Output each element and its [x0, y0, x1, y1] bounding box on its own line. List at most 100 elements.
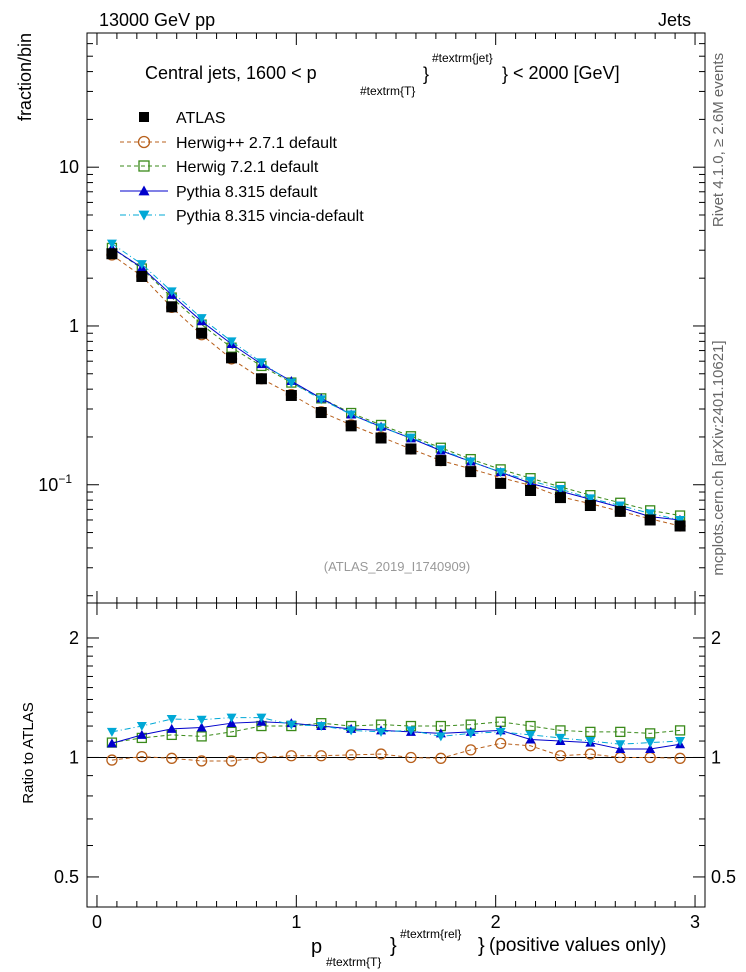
- main-point: [166, 287, 177, 297]
- mcplots-label: mcplots.cern.ch [arXiv:2401.10621]: [710, 340, 727, 575]
- ratio-point: [674, 725, 686, 736]
- legend-marker: [138, 185, 150, 196]
- ratio-series-2: [106, 716, 686, 754]
- main-axis-ticks: 10 1 10−1: [38, 32, 705, 603]
- main-point: [585, 494, 596, 504]
- ratio-series-1: [106, 716, 686, 748]
- main-point: [674, 520, 686, 532]
- ratio-point: [525, 730, 536, 740]
- main-point: [376, 423, 387, 433]
- main-point: [345, 420, 357, 432]
- main-point: [614, 505, 626, 517]
- main-point: [166, 301, 178, 313]
- main-point: [346, 410, 357, 420]
- ratio-point: [106, 738, 117, 748]
- legend-entry-pythia-default: Pythia 8.315 default: [120, 184, 318, 201]
- main-point: [226, 352, 238, 364]
- ratio-point: [495, 727, 506, 737]
- main-y-tick-label: 1: [69, 316, 79, 336]
- ratio-point: [674, 752, 686, 764]
- main-point: [644, 514, 656, 526]
- ratio-y-tick-label: 1: [69, 747, 79, 767]
- main-point: [465, 457, 476, 467]
- x-axis-label: p #textrm{T} } #textrm{rel} } (positive …: [311, 927, 666, 969]
- ratio-y-tick-label: 2: [69, 628, 79, 648]
- ratio-plot-frame: [86, 602, 706, 908]
- main-point: [196, 327, 208, 339]
- main-series-2: [106, 242, 686, 521]
- ratio-point: [375, 748, 387, 760]
- svg-text:Central jets, 1600 < p: Central jets, 1600 < p: [145, 63, 317, 83]
- ratio-point: [554, 750, 567, 762]
- legend-entry-atlas: ATLAS: [139, 110, 226, 127]
- ratio-point: [315, 750, 327, 762]
- ratio-point: [525, 720, 536, 732]
- main-point: [495, 468, 506, 478]
- main-point: [465, 466, 477, 478]
- ratio-point: [106, 754, 118, 766]
- main-point: [405, 433, 416, 443]
- main-series-4: [106, 239, 686, 525]
- ratio-point: [256, 713, 267, 723]
- ratio-point: [345, 749, 357, 761]
- ratio-point: [615, 726, 626, 738]
- ratio-point: [376, 727, 387, 737]
- ratio-point: [645, 728, 656, 739]
- ratio-point: [465, 729, 476, 739]
- x-tick-label: 0: [92, 912, 102, 932]
- legend-entry-herwigpp: Herwig++ 2.7.1 default: [120, 135, 338, 152]
- svg-text:#textrm{T}: #textrm{T}: [326, 955, 381, 969]
- ratio-series-line: [111, 717, 681, 745]
- ratio-point: [136, 729, 147, 739]
- main-series-0: [106, 248, 686, 532]
- main-point: [256, 358, 267, 368]
- main-point: [675, 515, 686, 525]
- ratio-point: [645, 744, 656, 754]
- legend-marker: [138, 160, 150, 172]
- legend-entry-herwig7: Herwig 7.2.1 default: [120, 159, 319, 176]
- main-point: [226, 337, 237, 347]
- main-point: [106, 248, 118, 260]
- main-point: [285, 389, 297, 401]
- main-point: [315, 407, 327, 419]
- ratio-point: [405, 726, 416, 736]
- main-point: [316, 395, 327, 405]
- main-y-tick-label: 10: [59, 157, 79, 177]
- svg-text:Herwig++ 2.7.1 default: Herwig++ 2.7.1 default: [176, 135, 338, 152]
- svg-text:}: }: [423, 64, 429, 84]
- ratio-point: [316, 722, 327, 732]
- svg-text:}: }: [390, 935, 397, 957]
- legend-marker: [138, 210, 150, 221]
- main-point: [435, 455, 447, 467]
- main-point: [136, 260, 147, 270]
- rivet-label: Rivet 4.1.0, ≥ 2.6M events: [710, 53, 727, 227]
- svg-text:(positive values only): (positive values only): [489, 935, 666, 956]
- ratio-point: [495, 737, 507, 750]
- ratio-point: [584, 748, 597, 760]
- ratio-point: [106, 727, 117, 737]
- main-point: [405, 443, 417, 455]
- ratio-point: [166, 714, 177, 724]
- x-tick-label: 3: [690, 912, 700, 932]
- ratio-series-3: [106, 713, 686, 750]
- ratio-point: [196, 731, 207, 742]
- main-point: [525, 476, 536, 486]
- ratio-point: [225, 755, 238, 767]
- x-tick-label: 1: [291, 912, 301, 932]
- ratio-point: [675, 737, 686, 747]
- ratio-point: [286, 720, 297, 730]
- ratio-y-tick-label: 0.5: [54, 867, 79, 887]
- x-tick-label: 2: [491, 912, 501, 932]
- ratio-point: [166, 723, 177, 733]
- ratio-axis-ticks: 2 2 1 1 0.5 0.5 0 1 2 3: [54, 603, 736, 932]
- ratio-point: [405, 751, 417, 764]
- analysis-watermark: (ATLAS_2019_I1740909): [324, 559, 470, 574]
- main-y-axis-label: fraction/bin: [15, 33, 35, 121]
- main-point: [435, 445, 446, 455]
- legend-marker: [137, 135, 151, 149]
- svg-text:Herwig 7.2.1 default: Herwig 7.2.1 default: [176, 159, 319, 176]
- ratio-point: [346, 726, 357, 736]
- ratio-point: [226, 713, 237, 723]
- main-point: [584, 500, 596, 512]
